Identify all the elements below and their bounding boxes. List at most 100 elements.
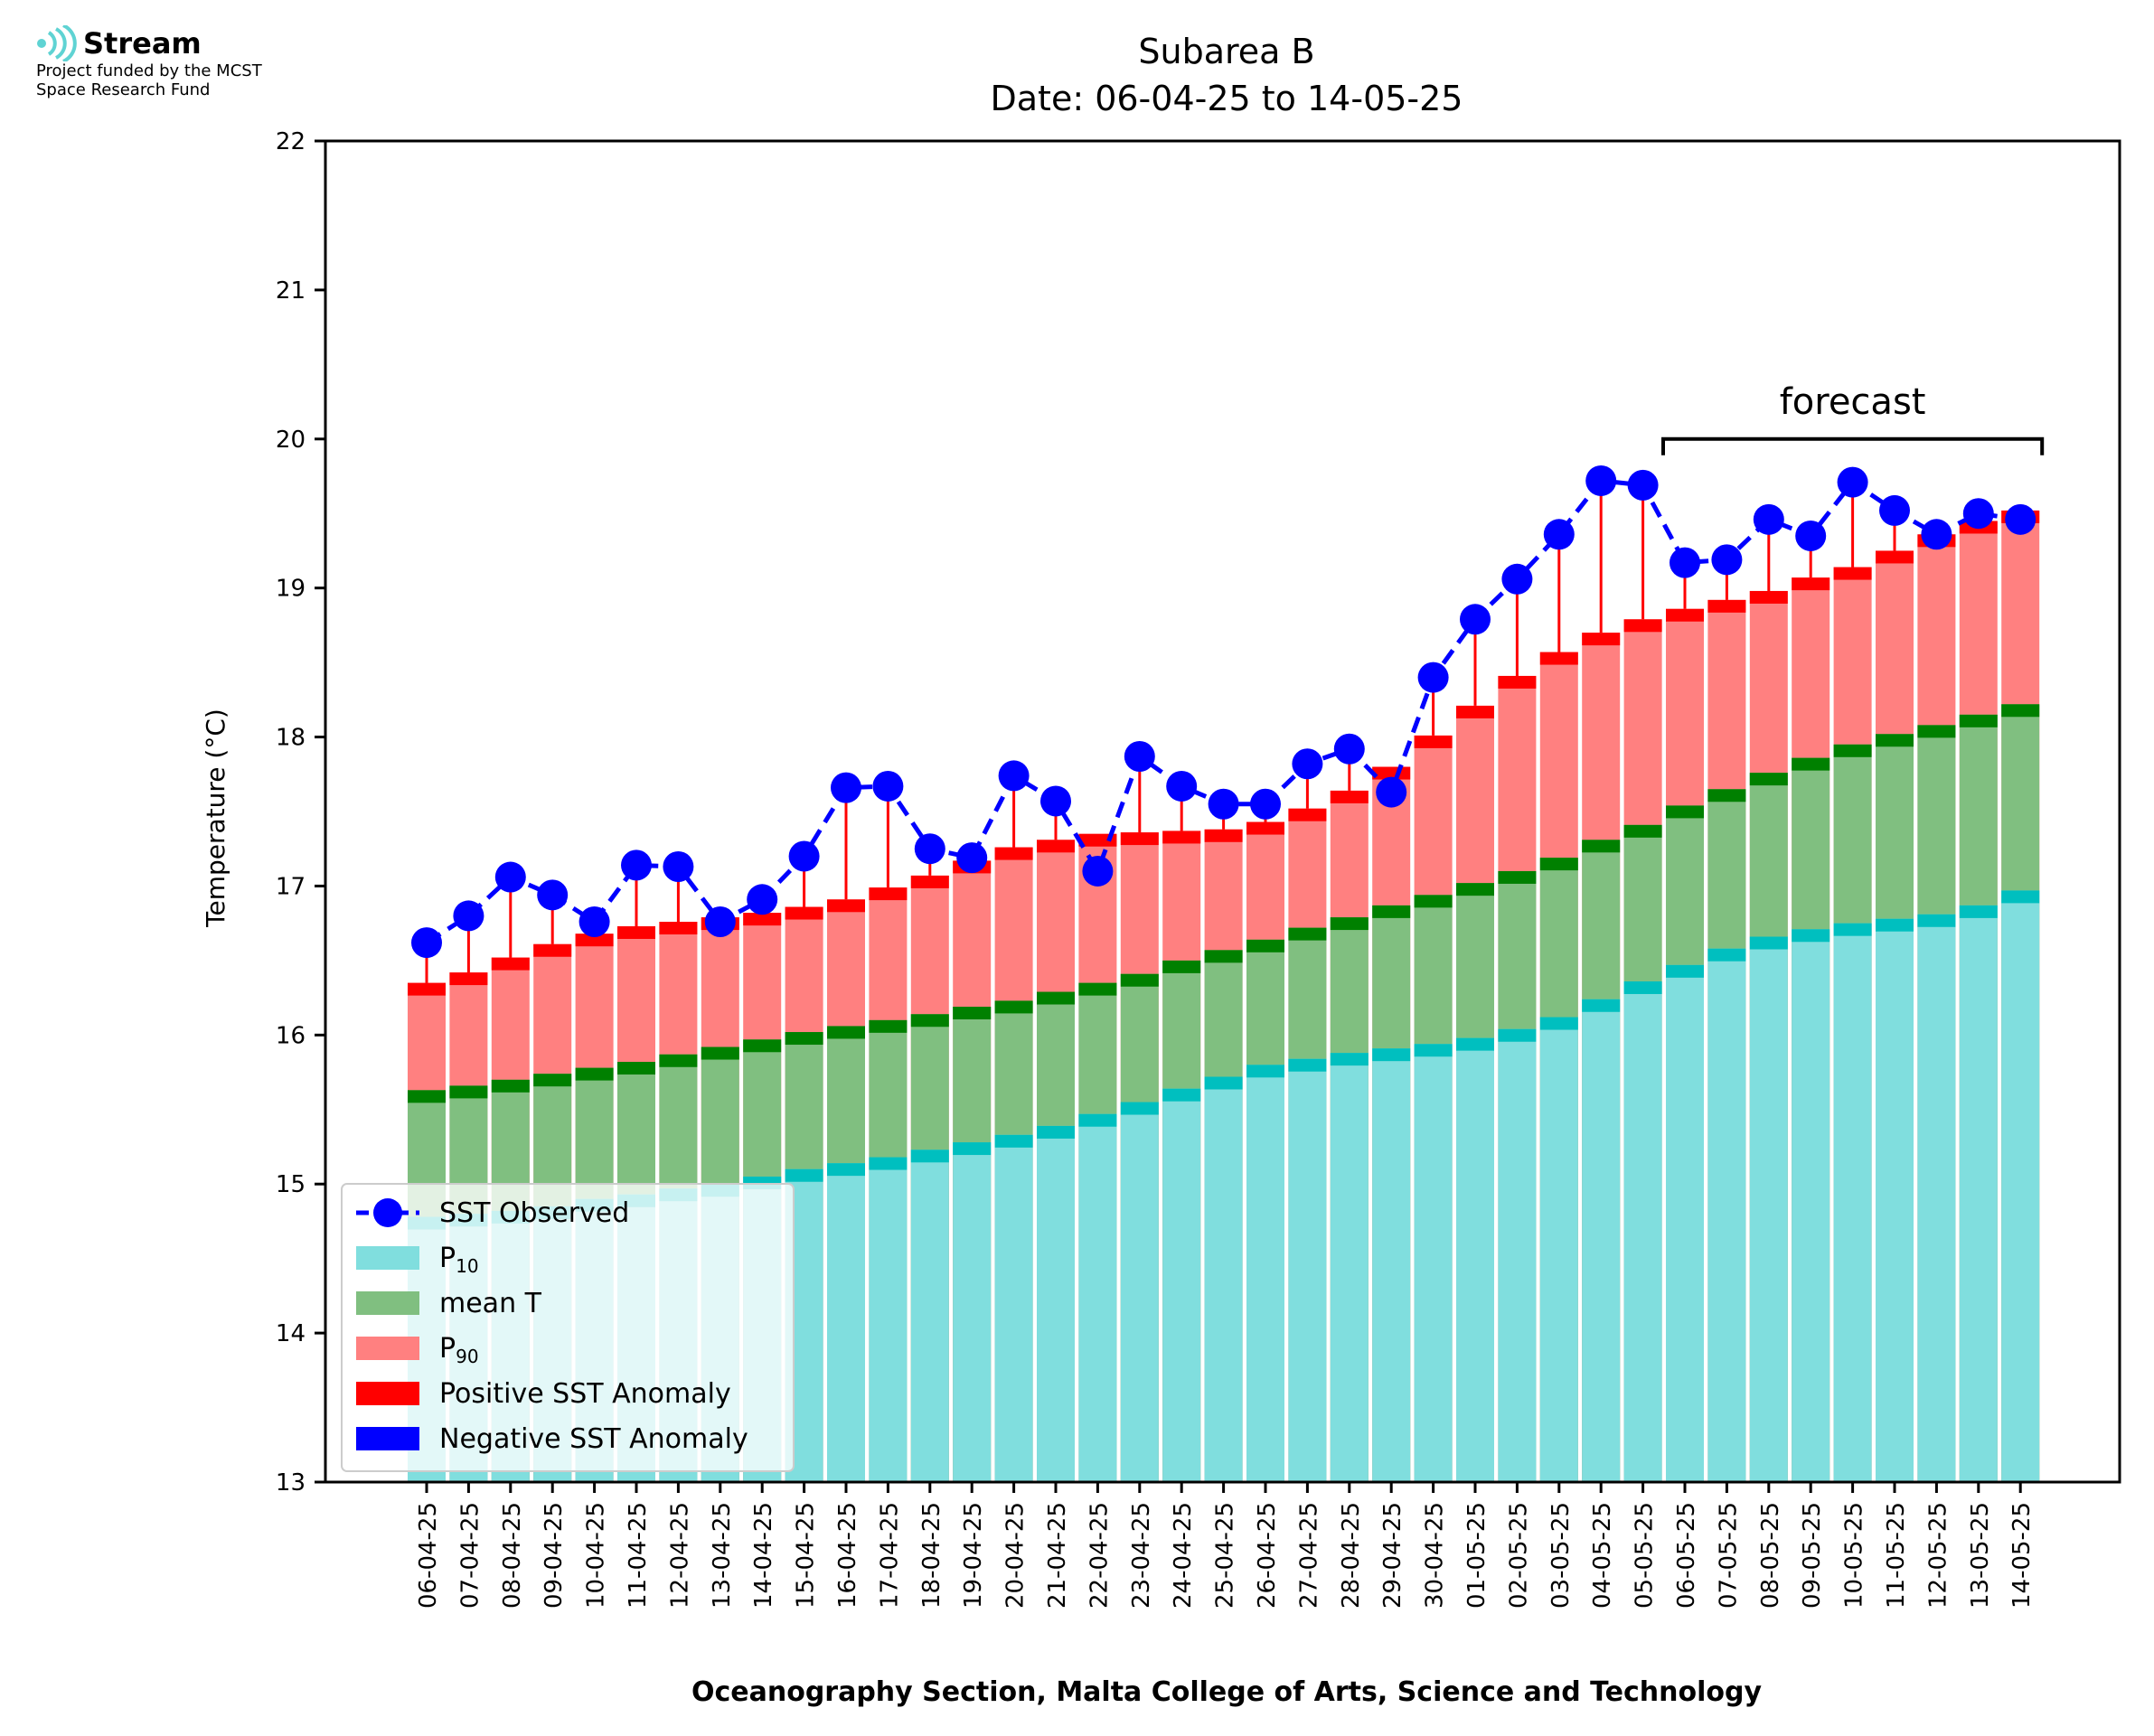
legend-swatch-p90: [356, 1337, 419, 1360]
chart-title: Subarea B: [1138, 32, 1314, 71]
p10-bar-cap: [1707, 948, 1746, 962]
p90-bar-cap: [1833, 567, 1872, 580]
x-tick-label: 11-05-25: [1883, 1502, 1910, 1609]
p10-bar: [1876, 918, 1914, 1482]
stream-waves-icon: [37, 25, 77, 61]
legend-label-negative_anomaly: Negative SST Anomaly: [439, 1423, 748, 1455]
p10-bar: [953, 1142, 992, 1482]
p10-bar-cap: [910, 1150, 949, 1163]
p90-bar-cap: [575, 934, 614, 947]
x-tick-label: 27-04-25: [1295, 1502, 1322, 1609]
p10-bar-cap: [1330, 1053, 1369, 1066]
mean-bar-cap: [533, 1074, 572, 1087]
mean-bar-cap: [1204, 950, 1243, 963]
mean-bar-cap: [1707, 789, 1746, 802]
x-tick-label: 08-04-25: [499, 1502, 526, 1609]
sst-observed-point: [998, 760, 1030, 792]
p10-bar-cap: [785, 1168, 823, 1182]
p90-bar-cap: [1037, 840, 1075, 853]
p90-bar-cap: [533, 943, 572, 957]
p10-bar: [1917, 914, 1956, 1482]
x-tick-label: 07-05-25: [1715, 1502, 1742, 1609]
p10-bar-cap: [1749, 936, 1788, 950]
legend-swatch-mean: [356, 1291, 419, 1315]
sst-observed-point: [704, 906, 736, 938]
legend-subscript: 90: [456, 1346, 478, 1367]
p10-bar-cap: [1456, 1037, 1494, 1051]
p10-bar: [1162, 1088, 1201, 1482]
x-tick-label: 04-05-25: [1589, 1502, 1616, 1609]
x-tick-label: 13-05-25: [1967, 1502, 1994, 1609]
p10-bar: [1707, 948, 1746, 1482]
legend-label-sst: SST Observed: [439, 1197, 629, 1229]
sst-observed-point: [1501, 563, 1533, 595]
p90-bar-cap: [994, 847, 1033, 860]
x-tick-label: 08-05-25: [1757, 1502, 1784, 1609]
p10-bar-cap: [1623, 981, 1662, 994]
x-tick-label: 29-04-25: [1379, 1502, 1406, 1609]
p90-bar-cap: [617, 925, 655, 939]
p10-bar: [2001, 890, 2040, 1482]
p10-bar: [1792, 929, 1830, 1482]
mean-bar-cap: [1917, 725, 1956, 738]
p10-bar: [1037, 1125, 1075, 1482]
mean-bar-cap: [1959, 714, 1998, 727]
y-tick-label: 18: [276, 725, 306, 752]
sst-observed-point: [1921, 519, 1952, 550]
sst-observed-point: [1837, 466, 1868, 498]
p10-bar: [1749, 936, 1788, 1482]
mean-bar-cap: [1539, 858, 1578, 871]
p10-bar: [1959, 905, 1998, 1482]
sst-observed-point: [956, 842, 988, 874]
y-tick-label: 17: [276, 873, 306, 900]
x-tick-label: 21-04-25: [1044, 1502, 1071, 1609]
sst-observed-point: [411, 927, 442, 959]
sst-observed-point: [453, 900, 484, 932]
y-tick-label: 13: [276, 1469, 306, 1497]
x-tick-label: 26-04-25: [1254, 1502, 1281, 1609]
p90-bar-cap: [743, 913, 782, 926]
mean-bar-cap: [1037, 991, 1075, 1005]
mean-bar-cap: [1288, 927, 1327, 941]
p10-bar-cap: [1959, 905, 1998, 918]
y-tick-label: 14: [276, 1320, 306, 1347]
p10-bar: [1372, 1048, 1411, 1482]
legend-sst-marker: [373, 1198, 402, 1227]
legend-swatch-negative_anomaly: [356, 1427, 419, 1450]
x-tick-label: 12-05-25: [1924, 1502, 1952, 1609]
p90-bar-cap: [1246, 821, 1284, 835]
p90-bar-cap: [1623, 619, 1662, 633]
mean-bar-cap: [1498, 870, 1537, 884]
sst-observed-point: [1250, 788, 1281, 820]
p10-bar-cap: [1414, 1044, 1453, 1057]
sst-observed-point: [1040, 785, 1071, 817]
p90-bar-cap: [1330, 790, 1369, 803]
logo-header: Stream: [36, 25, 343, 61]
sst-observed-point: [1166, 770, 1198, 802]
x-tick-label: 20-04-25: [1002, 1502, 1030, 1609]
p90-bar-cap: [1749, 590, 1788, 604]
p90-bar-cap: [1582, 633, 1621, 646]
x-tick-label: 02-05-25: [1505, 1502, 1532, 1609]
logo: Stream Project funded by the MCST Space …: [36, 25, 343, 99]
mean-bar-cap: [617, 1062, 655, 1075]
p10-bar: [869, 1157, 908, 1482]
p10-bar: [1623, 981, 1662, 1482]
sst-observed-point: [1082, 855, 1114, 887]
p10-bar-cap: [1539, 1017, 1578, 1030]
x-tick-label: 14-04-25: [750, 1502, 777, 1609]
x-tick-label: 10-04-25: [583, 1502, 610, 1609]
p90-bar-cap: [785, 906, 823, 920]
mean-bar-cap: [1078, 982, 1117, 996]
x-tick-label: 09-05-25: [1799, 1502, 1826, 1609]
p10-bar-cap: [1372, 1048, 1411, 1062]
p10-bar: [1078, 1113, 1117, 1482]
x-tick-label: 10-05-25: [1841, 1502, 1868, 1609]
sst-observed-point: [2005, 503, 2036, 535]
x-tick-label: 28-04-25: [1338, 1502, 1365, 1609]
p90-bar-cap: [1666, 608, 1704, 622]
sst-observed-point: [1543, 519, 1575, 550]
x-tick-label: 15-04-25: [793, 1502, 820, 1609]
p10-bar: [1204, 1076, 1243, 1482]
